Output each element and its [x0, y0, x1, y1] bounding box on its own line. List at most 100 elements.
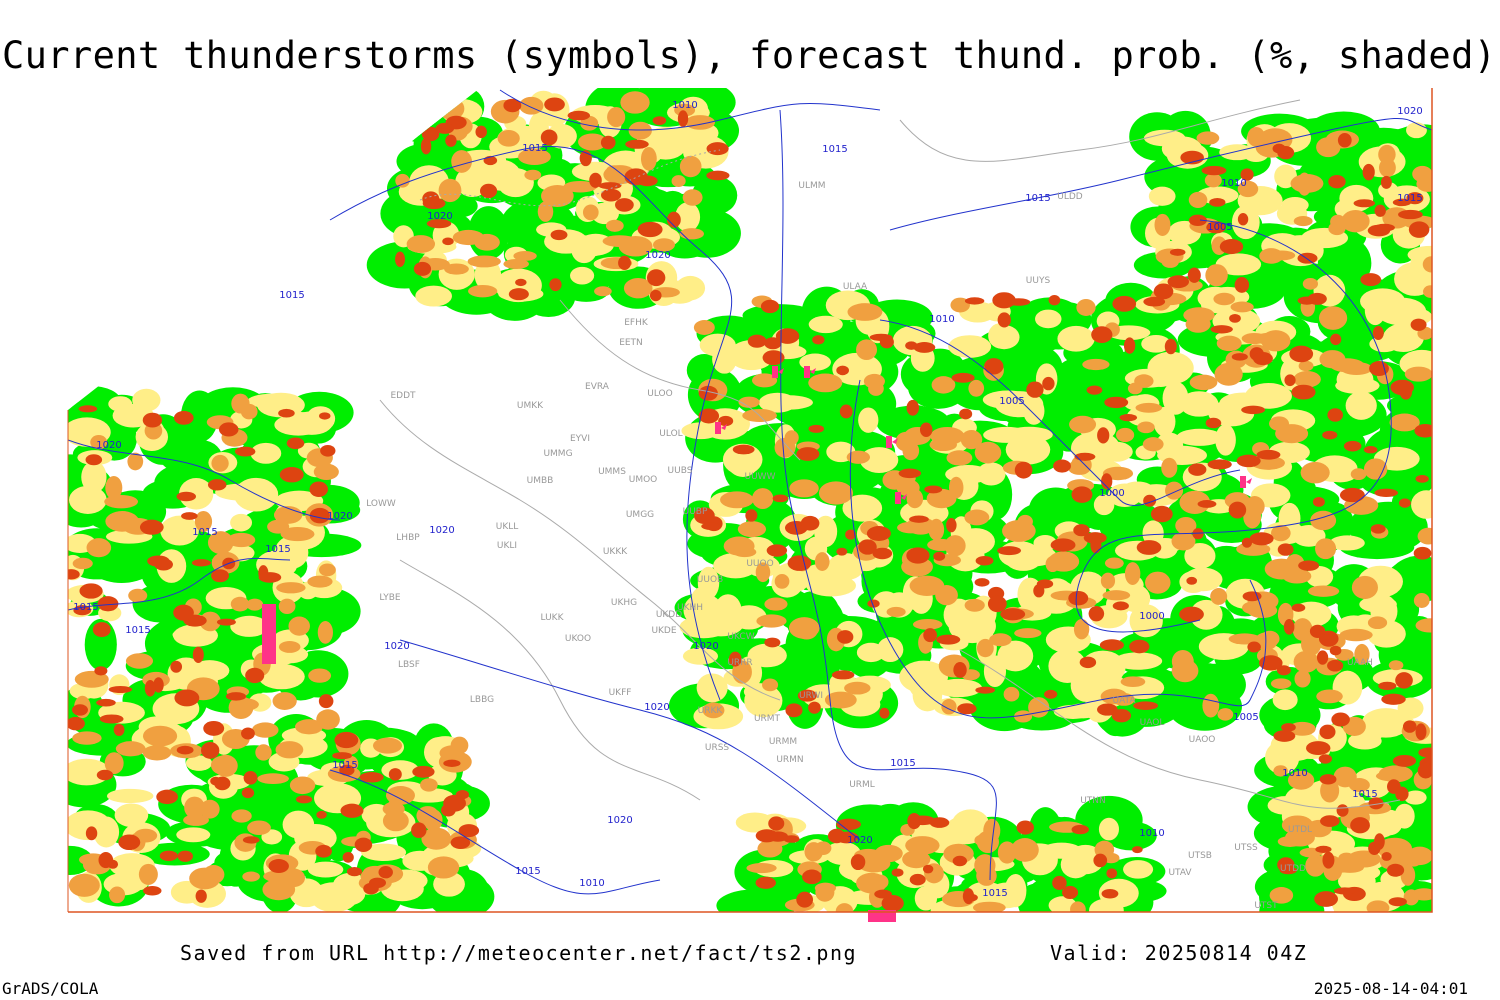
shade-blob	[1333, 887, 1356, 895]
shade-blob	[620, 91, 650, 114]
shade-blob	[307, 575, 333, 588]
shade-blob	[1388, 897, 1407, 907]
shade-blob	[1234, 276, 1250, 293]
shade-blob	[1370, 524, 1386, 534]
shade-blob	[1316, 689, 1343, 704]
shade-blob	[195, 889, 207, 903]
shade-blob	[68, 485, 107, 514]
shade-blob	[1322, 430, 1338, 440]
shade-blob	[747, 643, 787, 668]
station-code: ULOL	[659, 429, 682, 439]
storm-symbol	[895, 492, 907, 504]
shade-blob	[106, 788, 154, 804]
shade-blob	[81, 460, 107, 493]
shade-blob	[1210, 588, 1228, 605]
shade-blob	[1048, 896, 1077, 912]
shade-blob	[820, 485, 841, 501]
shade-blob	[109, 886, 126, 904]
isobar-label: 1015	[982, 888, 1007, 899]
shade-blob	[1245, 383, 1292, 409]
storm-symbol	[715, 422, 727, 434]
shade-blob	[1362, 163, 1375, 181]
shade-blob	[1205, 264, 1228, 287]
shade-blob	[1214, 362, 1243, 386]
shade-blob	[953, 662, 967, 678]
shade-blob	[189, 660, 230, 682]
station-code: URRR	[727, 658, 752, 668]
isobar-label: 1020	[607, 815, 632, 826]
shade-blob	[1053, 704, 1093, 719]
shade-blob	[1320, 815, 1340, 827]
shade-blob	[176, 491, 197, 502]
station-code: URML	[849, 780, 875, 790]
shade-blob	[1381, 852, 1392, 861]
shade-blob	[808, 373, 843, 393]
shade-blob	[755, 829, 778, 843]
shade-blob	[1060, 850, 1091, 879]
shade-blob	[1392, 198, 1412, 207]
shade-blob	[762, 350, 785, 366]
shade-blob	[808, 701, 821, 714]
shade-blob	[295, 795, 313, 804]
storm-symbol	[868, 910, 896, 922]
shade-blob	[1279, 866, 1297, 875]
shade-blob	[836, 365, 849, 376]
shade-blob	[1101, 889, 1119, 899]
station-code: EVRA	[585, 382, 610, 392]
shade-blob	[1247, 126, 1266, 147]
shade-blob	[318, 694, 334, 709]
shade-blob	[746, 862, 777, 874]
shade-blob	[295, 719, 324, 735]
shade-blob	[906, 488, 924, 509]
shade-blob	[1367, 224, 1391, 237]
shade-blob	[307, 861, 344, 878]
shade-blob	[125, 653, 154, 669]
shade-blob	[1413, 546, 1432, 560]
isobar-label: 1015	[890, 758, 915, 769]
shade-blob	[114, 803, 149, 827]
isobar-label: 1020	[1397, 106, 1422, 117]
station-code: UMBB	[527, 476, 554, 486]
shade-blob	[1119, 414, 1138, 422]
shade-blob	[513, 250, 537, 261]
shade-blob	[413, 261, 432, 276]
shade-blob	[982, 390, 1033, 409]
shade-blob	[227, 532, 256, 548]
isobar-label: 1015	[73, 602, 98, 613]
isobar-label: 1010	[1139, 828, 1164, 839]
shade-blob	[983, 818, 1001, 843]
shade-blob	[1294, 670, 1311, 688]
shade-blob	[845, 529, 857, 540]
shade-blob	[1011, 545, 1057, 567]
shade-blob	[1376, 297, 1427, 326]
shade-blob	[519, 96, 544, 115]
shade-blob	[105, 475, 123, 500]
shade-blob	[288, 616, 310, 636]
shade-blob	[607, 107, 626, 128]
shade-blob	[1057, 325, 1095, 352]
shade-blob	[1293, 371, 1321, 388]
shade-blob	[143, 885, 162, 896]
shade-blob	[132, 388, 161, 412]
title: Current thunderstorms (symbols), forecas…	[2, 34, 1498, 77]
shade-blob	[1161, 457, 1178, 478]
shade-blob	[1307, 292, 1327, 305]
shade-blob	[346, 867, 363, 877]
shade-blob	[421, 126, 440, 142]
shade-blob	[728, 340, 775, 371]
shade-blob	[1343, 440, 1362, 452]
shade-blob	[997, 640, 1034, 672]
shade-blob	[372, 737, 403, 754]
shade-blob	[698, 408, 720, 424]
shade-blob	[1100, 688, 1128, 705]
shade-blob	[1165, 481, 1184, 500]
shade-blob	[1230, 301, 1254, 313]
shade-blob	[827, 828, 846, 844]
shade-blob	[909, 575, 945, 596]
shade-blob	[1243, 505, 1262, 529]
shade-blob	[200, 741, 220, 759]
shade-blob	[255, 744, 272, 761]
isobar-label: 1020	[645, 250, 670, 261]
shade-blob	[1374, 833, 1385, 850]
shade-blob	[216, 618, 236, 626]
